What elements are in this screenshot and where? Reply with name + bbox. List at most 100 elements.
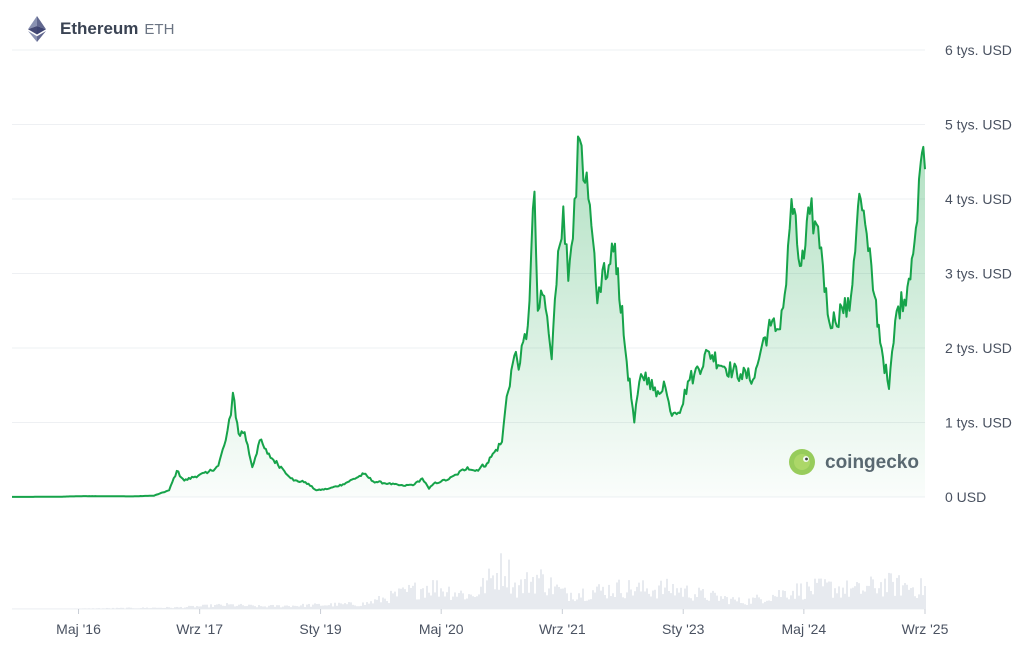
volume-bar bbox=[392, 593, 394, 609]
volume-bar bbox=[890, 573, 892, 609]
volume-bar bbox=[366, 602, 368, 609]
volume-bar bbox=[872, 579, 874, 609]
volume-bar bbox=[372, 603, 374, 609]
volume-bar bbox=[316, 604, 318, 609]
volume-bar bbox=[306, 604, 308, 609]
volume-bar bbox=[534, 593, 536, 609]
volume-bar bbox=[756, 594, 758, 609]
price-area bbox=[12, 136, 925, 497]
volume-bar bbox=[318, 603, 320, 609]
volume-bar bbox=[182, 608, 184, 609]
volume-bar bbox=[764, 601, 766, 609]
y-axis-labels: 6 tys. USD 5 tys. USD 4 tys. USD 3 tys. USD… bbox=[945, 42, 1012, 505]
volume-bar bbox=[844, 593, 846, 609]
volume-bar bbox=[654, 589, 656, 609]
volume-bar bbox=[700, 590, 702, 609]
x-tick-label: Wrz '21 bbox=[539, 621, 586, 637]
volume-bar bbox=[134, 608, 136, 609]
volume-bar bbox=[446, 592, 448, 609]
volume-bar bbox=[172, 608, 174, 609]
volume-bar bbox=[22, 608, 24, 609]
volume-bar bbox=[822, 586, 824, 609]
volume-bar bbox=[754, 597, 756, 609]
volume-bar bbox=[766, 600, 768, 609]
volume-bar bbox=[454, 592, 456, 609]
volume-bar bbox=[520, 579, 522, 609]
volume-bar bbox=[918, 594, 920, 609]
volume-bar bbox=[56, 608, 58, 609]
x-tick-label: Sty '23 bbox=[662, 621, 705, 637]
volume-bar bbox=[820, 578, 822, 609]
volume-bar bbox=[692, 600, 694, 609]
volume-bar bbox=[808, 586, 810, 609]
volume-bar bbox=[362, 602, 364, 609]
volume-bar bbox=[324, 605, 326, 609]
volume-bar bbox=[680, 587, 682, 609]
volume-bar bbox=[376, 599, 378, 609]
volume-bar bbox=[786, 597, 788, 609]
volume-bar bbox=[356, 606, 358, 609]
y-tick-label: 3 tys. USD bbox=[945, 266, 1012, 282]
volume-bar bbox=[742, 603, 744, 609]
volume-bar bbox=[52, 608, 54, 609]
volume-bar bbox=[30, 608, 32, 609]
volume-bar bbox=[142, 607, 144, 609]
volume-bar bbox=[50, 608, 52, 609]
volume-bar bbox=[116, 607, 118, 609]
y-tick-label: 5 tys. USD bbox=[945, 117, 1012, 133]
volume-bar bbox=[840, 597, 842, 609]
volume-bar bbox=[590, 599, 592, 609]
volume-bar bbox=[696, 596, 698, 609]
volume-bar bbox=[86, 608, 88, 609]
volume-bar bbox=[72, 608, 74, 609]
volume-bar bbox=[898, 575, 900, 609]
volume-bar bbox=[460, 590, 462, 609]
volume-bar bbox=[400, 588, 402, 609]
volume-bar bbox=[220, 604, 222, 609]
volume-bar bbox=[678, 592, 680, 609]
volume-bar bbox=[852, 587, 854, 609]
volume-bar bbox=[146, 607, 148, 609]
volume-bar bbox=[456, 596, 458, 609]
volume-bar bbox=[312, 604, 314, 609]
volume-bar bbox=[414, 582, 416, 609]
volume-bar bbox=[578, 593, 580, 609]
volume-bar bbox=[884, 578, 886, 609]
volume-bar bbox=[612, 593, 614, 609]
volume-bar bbox=[594, 592, 596, 609]
volume-bar bbox=[440, 588, 442, 609]
volume-bar bbox=[902, 585, 904, 609]
volume-bar bbox=[812, 594, 814, 609]
volume-bar bbox=[434, 592, 436, 609]
volume-bar bbox=[244, 606, 246, 609]
volume-bar bbox=[636, 586, 638, 609]
volume-bar bbox=[566, 593, 568, 609]
volume-bar bbox=[564, 587, 566, 609]
volume-bar bbox=[682, 596, 684, 609]
volume-bar bbox=[402, 587, 404, 609]
volume-bar bbox=[254, 606, 256, 609]
volume-bar bbox=[200, 606, 202, 609]
volume-bar bbox=[598, 584, 600, 609]
volume-bar bbox=[328, 605, 330, 609]
volume-bar bbox=[148, 608, 150, 609]
ethereum-icon bbox=[22, 14, 52, 44]
volume-bar bbox=[504, 576, 506, 609]
volume-bar bbox=[744, 604, 746, 609]
volume-bar bbox=[246, 606, 248, 609]
volume-bar bbox=[18, 608, 20, 609]
volume-bar bbox=[666, 578, 668, 609]
volume-bar bbox=[708, 600, 710, 609]
volume-bar bbox=[158, 607, 160, 609]
volume-bar bbox=[358, 606, 360, 609]
volume-bar bbox=[360, 605, 362, 609]
volume-bar bbox=[20, 608, 22, 609]
volume-bar bbox=[838, 586, 840, 609]
volume-bar bbox=[748, 598, 750, 609]
volume-bar bbox=[332, 606, 334, 609]
x-tick-label: Sty '19 bbox=[299, 621, 342, 637]
volume-bar bbox=[260, 606, 262, 609]
volume-bar bbox=[188, 605, 190, 609]
volume-bar bbox=[784, 590, 786, 609]
